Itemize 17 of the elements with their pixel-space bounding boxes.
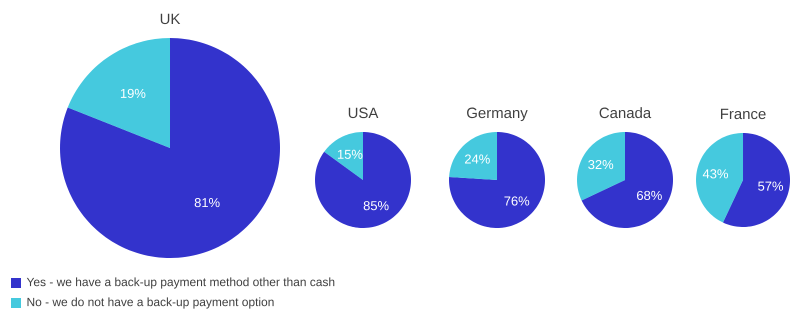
legend-label: Yes - we have a back-up payment method other than cash <box>26 277 334 289</box>
data-label: 68% <box>637 190 662 200</box>
data-label: 43% <box>702 169 728 178</box>
data-label: 76% <box>504 196 530 206</box>
data-label: 19% <box>120 88 146 98</box>
chart-title: Canada <box>600 107 652 118</box>
data-label: 15% <box>338 150 362 159</box>
chart-title: France <box>720 108 766 120</box>
data-label: 32% <box>588 160 614 170</box>
data-label: 85% <box>364 201 389 210</box>
data-label: 57% <box>758 182 784 191</box>
data-label: 24% <box>464 154 490 164</box>
chart-title: UK <box>160 14 180 24</box>
chart-title: USA <box>348 108 378 118</box>
chart-title: Germany <box>467 108 528 122</box>
data-label: 81% <box>194 198 220 208</box>
legend-label: No - we do not have a back-up payment option <box>28 297 274 309</box>
